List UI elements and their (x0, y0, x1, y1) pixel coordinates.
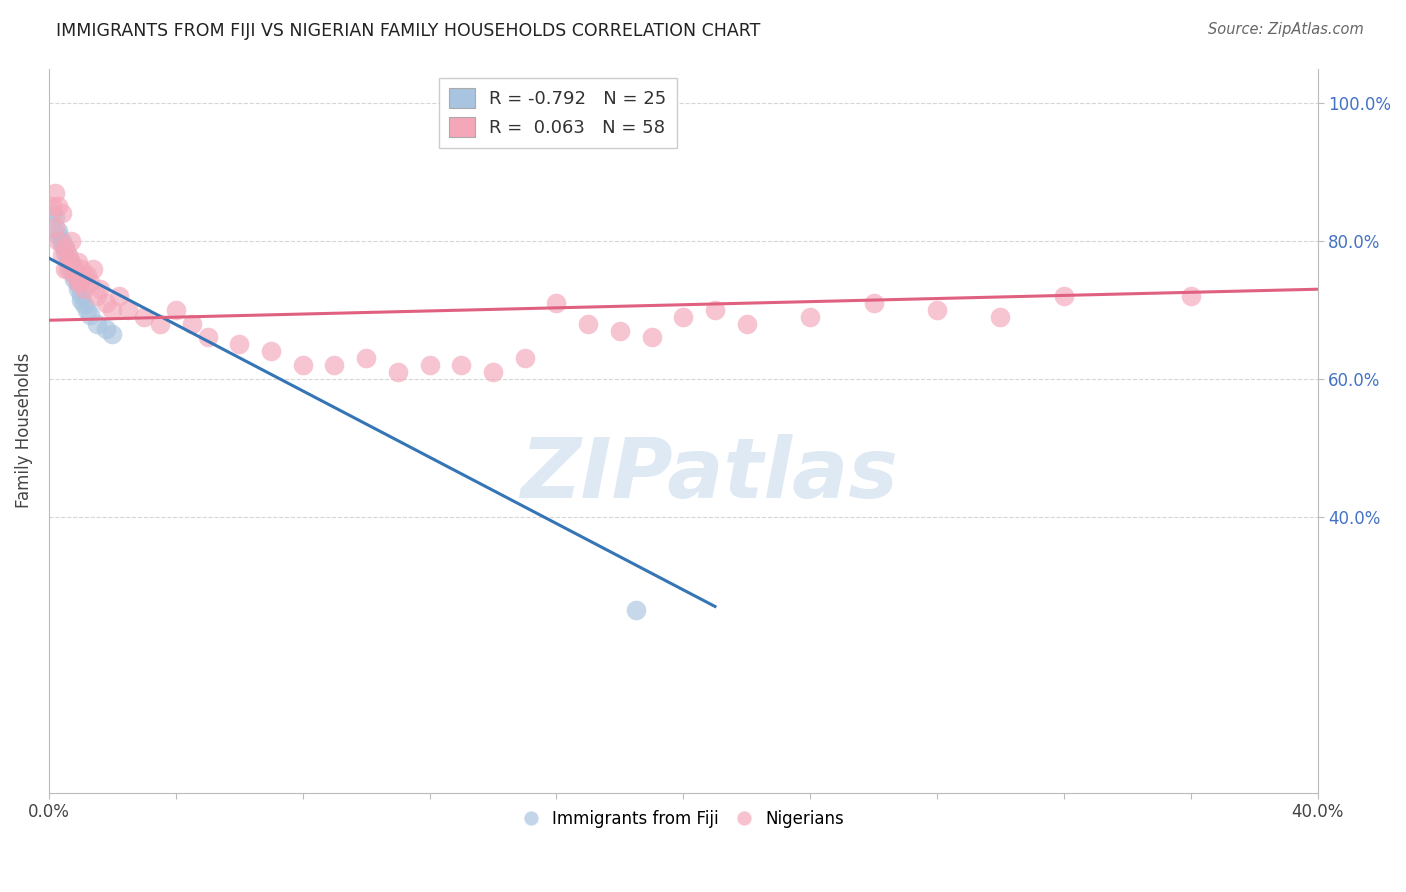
Point (609, 324, 631, 338)
Point (73, 297, 96, 311)
Point (56, 249, 79, 263)
Point (291, 358, 314, 372)
Text: Source: ZipAtlas.com: Source: ZipAtlas.com (1208, 22, 1364, 37)
Point (197, 330, 219, 344)
Point (48, 234, 70, 248)
Point (546, 296, 568, 310)
Point (60, 256, 83, 270)
Point (63, 272, 86, 286)
Point (66, 275, 89, 289)
Point (387, 365, 409, 379)
Point (1053, 289, 1076, 303)
Point (672, 310, 695, 324)
Point (73, 268, 96, 283)
Point (640, 330, 662, 344)
Point (44, 186, 66, 200)
Point (482, 365, 505, 379)
Point (53, 241, 76, 255)
Point (165, 302, 187, 317)
Point (41, 206, 63, 220)
Point (450, 358, 472, 372)
Point (63, 268, 86, 283)
Point (60, 234, 83, 248)
Point (53, 241, 76, 255)
Legend: Immigrants from Fiji, Nigerians: Immigrants from Fiji, Nigerians (516, 804, 851, 835)
Point (51, 206, 73, 220)
Point (44, 220, 66, 235)
Point (63, 261, 86, 276)
Point (134, 310, 156, 324)
Point (63, 267, 86, 281)
Point (86, 317, 108, 331)
Point (94, 296, 117, 310)
Point (41, 199, 63, 213)
Point (89, 282, 111, 296)
Point (228, 337, 250, 351)
Point (101, 326, 124, 341)
Point (76, 268, 98, 283)
Text: ZIPatlas: ZIPatlas (520, 434, 897, 515)
Point (60, 263, 83, 277)
Point (44, 210, 66, 224)
Point (990, 310, 1012, 324)
Point (149, 317, 172, 331)
Point (69, 293, 91, 307)
Point (76, 302, 98, 317)
Point (101, 302, 124, 317)
Point (354, 351, 377, 366)
Point (73, 282, 96, 296)
Point (86, 289, 108, 303)
Point (69, 275, 91, 289)
Point (82, 261, 104, 276)
Point (735, 317, 758, 331)
Point (576, 317, 599, 331)
Point (419, 358, 441, 372)
Point (79, 275, 101, 289)
Point (69, 287, 91, 301)
Point (69, 261, 91, 276)
Point (79, 309, 101, 323)
Point (56, 261, 79, 276)
Point (66, 277, 89, 291)
Point (51, 234, 73, 248)
Point (180, 317, 202, 331)
Text: IMMIGRANTS FROM FIJI VS NIGERIAN FAMILY HOUSEHOLDS CORRELATION CHART: IMMIGRANTS FROM FIJI VS NIGERIAN FAMILY … (56, 22, 761, 40)
Y-axis label: Family Households: Family Households (15, 353, 32, 508)
Point (624, 603, 647, 617)
Point (48, 224, 70, 238)
Point (1180, 289, 1202, 303)
Point (48, 228, 70, 243)
Point (925, 302, 948, 317)
Point (260, 344, 283, 359)
Point (66, 254, 89, 268)
Point (56, 248, 79, 262)
Point (799, 310, 821, 324)
Point (107, 289, 129, 303)
Point (862, 296, 884, 310)
Point (53, 261, 76, 276)
Point (704, 302, 727, 317)
Point (94, 322, 117, 336)
Point (48, 199, 70, 213)
Point (117, 302, 139, 317)
Point (51, 237, 73, 252)
Point (53, 245, 76, 260)
Point (56, 254, 79, 268)
Point (66, 282, 89, 296)
Point (60, 254, 83, 268)
Point (323, 358, 346, 372)
Point (513, 351, 536, 366)
Point (51, 248, 73, 262)
